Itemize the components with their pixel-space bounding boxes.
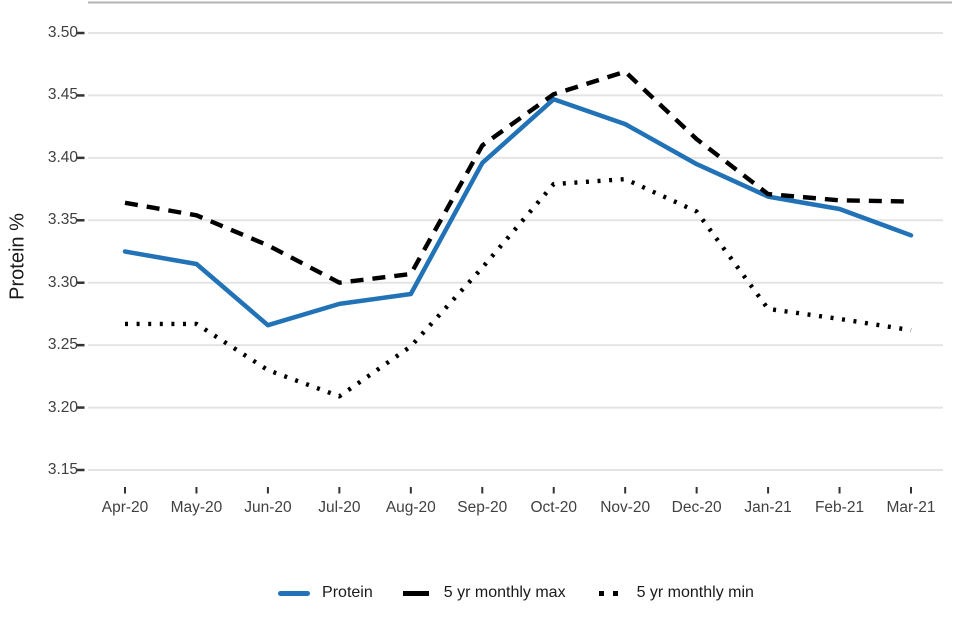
max-line <box>124 69 912 285</box>
legend-label-protein: Protein <box>322 584 373 601</box>
x-tick-label: Aug-20 <box>385 499 436 516</box>
y-tick-label: 3.30 <box>47 273 78 291</box>
y-tick-label: 3.25 <box>47 336 78 354</box>
x-tick-label: Jan-21 <box>744 499 792 516</box>
x-tick-label: Sep-20 <box>457 499 508 516</box>
x-tick-label: May-20 <box>170 499 223 516</box>
chart-legend: Protein 5 yr monthly max 5 yr monthly mi… <box>88 584 944 602</box>
min-line <box>125 176 912 399</box>
y-axis-title: Protein % <box>6 213 29 300</box>
y-tick-label: 3.50 <box>47 24 78 41</box>
max-line-swatch <box>400 590 432 596</box>
legend-item-max: 5 yr monthly max <box>400 584 566 602</box>
legend-item-min: 5 yr monthly min <box>593 584 754 602</box>
x-tick-label: Apr-20 <box>101 499 149 516</box>
x-tick-label: Mar-21 <box>886 499 936 516</box>
x-tick-label: Jul-20 <box>318 499 361 516</box>
plot-area <box>76 1 952 494</box>
y-tick-label: 3.45 <box>47 86 78 104</box>
x-tick-label: Feb-21 <box>814 499 865 516</box>
y-tick-label: 3.35 <box>47 211 78 229</box>
y-tick-label: 3.40 <box>47 148 78 166</box>
legend-label-max: 5 yr monthly max <box>443 584 566 601</box>
legend-label-min: 5 yr monthly min <box>636 584 754 601</box>
y-tick-label: 3.20 <box>47 398 78 416</box>
protein-line-swatch <box>278 590 311 596</box>
x-tick-label: Jun-20 <box>244 499 292 516</box>
y-tick-label: 3.15 <box>47 461 78 478</box>
min-line-swatch <box>593 590 625 596</box>
x-tick-label: Dec-20 <box>671 499 722 516</box>
x-tick-label: Nov-20 <box>600 499 651 516</box>
protein-line <box>122 96 914 328</box>
x-tick-label: Oct-20 <box>530 499 577 516</box>
legend-item-protein: Protein <box>278 584 373 602</box>
